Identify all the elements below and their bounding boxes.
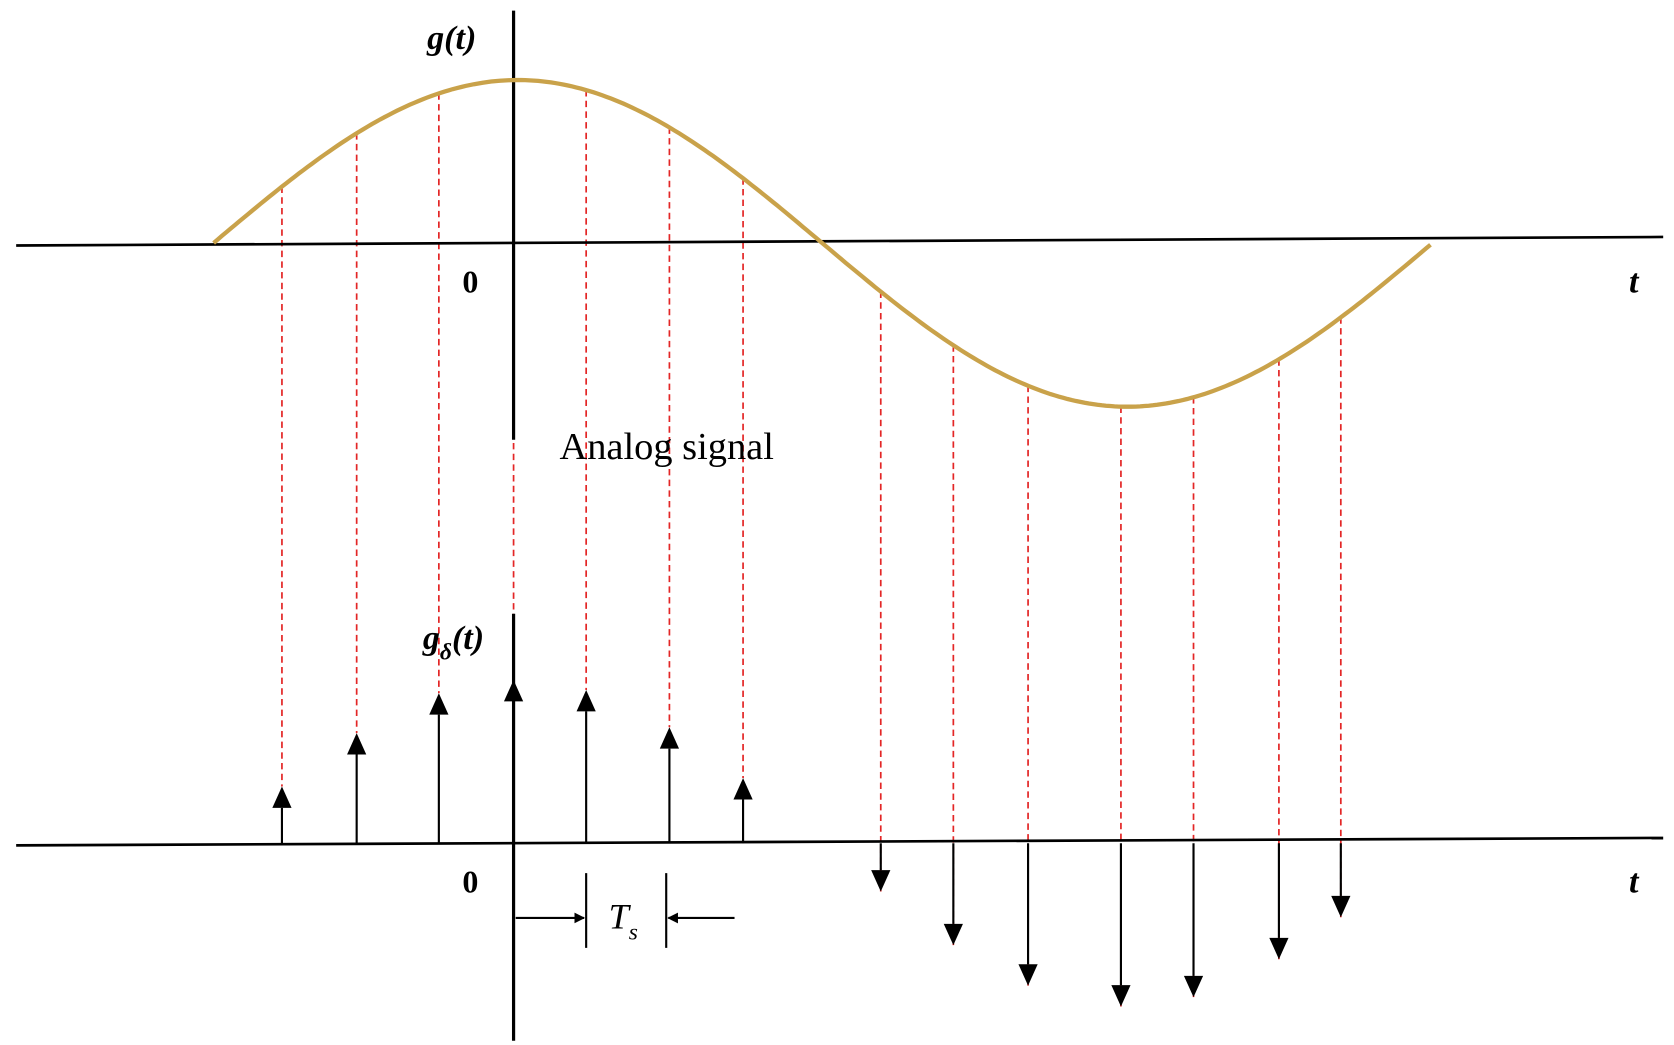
interval-label: Ts	[609, 897, 638, 946]
sample-arrowhead	[1331, 895, 1351, 918]
bottom-time-axis	[16, 836, 1664, 847]
bottom-x-label: t	[1629, 863, 1640, 900]
label-base: g	[422, 620, 440, 657]
sample-arrowhead	[1111, 985, 1131, 1007]
caption: Analog signal	[559, 426, 773, 468]
sample-arrowhead	[943, 923, 963, 946]
sample-arrowhead	[659, 727, 680, 749]
sample-arrowhead	[871, 870, 891, 892]
bottom-origin-label: 0	[462, 863, 478, 899]
label-subscript: δ	[440, 640, 452, 666]
top-origin-label: 0	[462, 263, 478, 299]
bottom-y-label: gδ(t)	[422, 620, 484, 666]
sample-arrowhead	[429, 693, 449, 715]
analog-signal-curve	[212, 77, 1432, 409]
sample-arrowhead	[1183, 975, 1204, 998]
sample-arrowhead	[1018, 964, 1038, 986]
top-x-label: t	[1629, 263, 1640, 300]
top-y-label: g(t)	[426, 20, 476, 57]
samples	[272, 80, 1351, 1007]
label-subscript: s	[629, 919, 638, 945]
sample-arrowhead	[347, 733, 367, 755]
sample-arrowhead	[1269, 937, 1289, 960]
sample-arrowhead	[733, 778, 753, 800]
label-suffix: (t)	[452, 620, 484, 657]
sample-arrowhead	[576, 689, 596, 712]
top-time-axis	[16, 235, 1664, 247]
label-base: T	[609, 897, 632, 937]
sample-arrowhead	[272, 786, 292, 808]
